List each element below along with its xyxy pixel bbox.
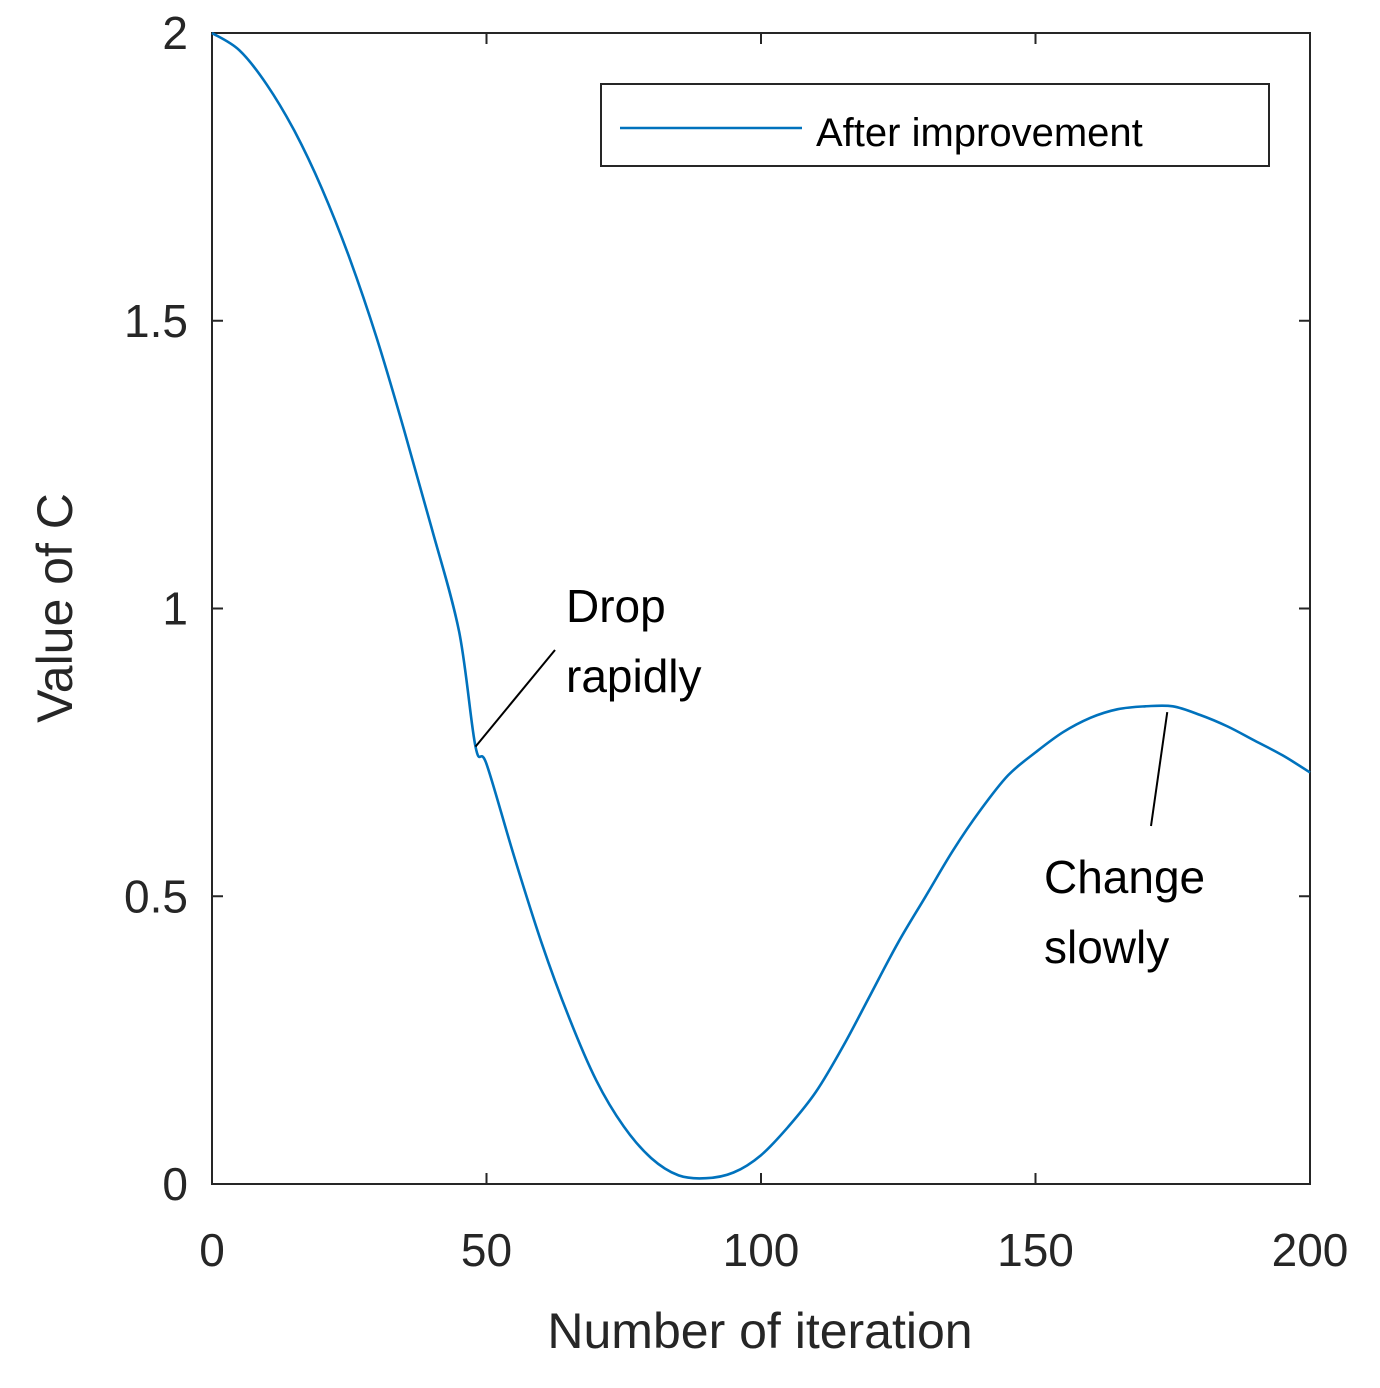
annotation-1: Change slowly bbox=[1044, 711, 1205, 973]
axis-tick-labels: 0 50 100 150 200 0 0.5 1 1.5 2 bbox=[124, 7, 1348, 1276]
annotation-line bbox=[474, 649, 556, 748]
x-tick-label: 150 bbox=[997, 1224, 1074, 1276]
legend-entry: After improvement bbox=[816, 111, 1143, 155]
y-tick-label: 0.5 bbox=[124, 870, 188, 922]
legend-box bbox=[600, 83, 1270, 167]
x-tick-label: 200 bbox=[1272, 1224, 1349, 1276]
y-axis-label: Value of C bbox=[27, 493, 83, 723]
annotation-text: rapidly bbox=[566, 650, 702, 702]
y-tick-label: 2 bbox=[162, 7, 188, 59]
x-tick-label: 0 bbox=[199, 1224, 225, 1276]
legend: After improvement bbox=[600, 83, 1270, 167]
y-tick-label: 0 bbox=[162, 1158, 188, 1210]
series-layer bbox=[211, 31, 1311, 1180]
axis-ticks bbox=[211, 32, 1311, 1185]
annotation-text: slowly bbox=[1044, 921, 1169, 973]
annotation-text: Drop bbox=[566, 580, 666, 632]
y-tick-label: 1.5 bbox=[124, 295, 188, 347]
x-tick-label: 100 bbox=[723, 1224, 800, 1276]
y-tick-label: 1 bbox=[162, 583, 188, 635]
annotation-0: Drop rapidly bbox=[474, 580, 702, 748]
x-tick-label: 50 bbox=[461, 1224, 512, 1276]
plot-area bbox=[211, 32, 1311, 1185]
annotation-text: Change bbox=[1044, 851, 1205, 903]
x-axis-label: Number of iteration bbox=[547, 1303, 972, 1359]
annotation-layer: Drop rapidly Change slowly bbox=[474, 580, 1205, 973]
annotation-line bbox=[1150, 711, 1169, 827]
series-line-0 bbox=[211, 31, 1311, 1180]
plot-frame bbox=[211, 32, 1311, 1185]
